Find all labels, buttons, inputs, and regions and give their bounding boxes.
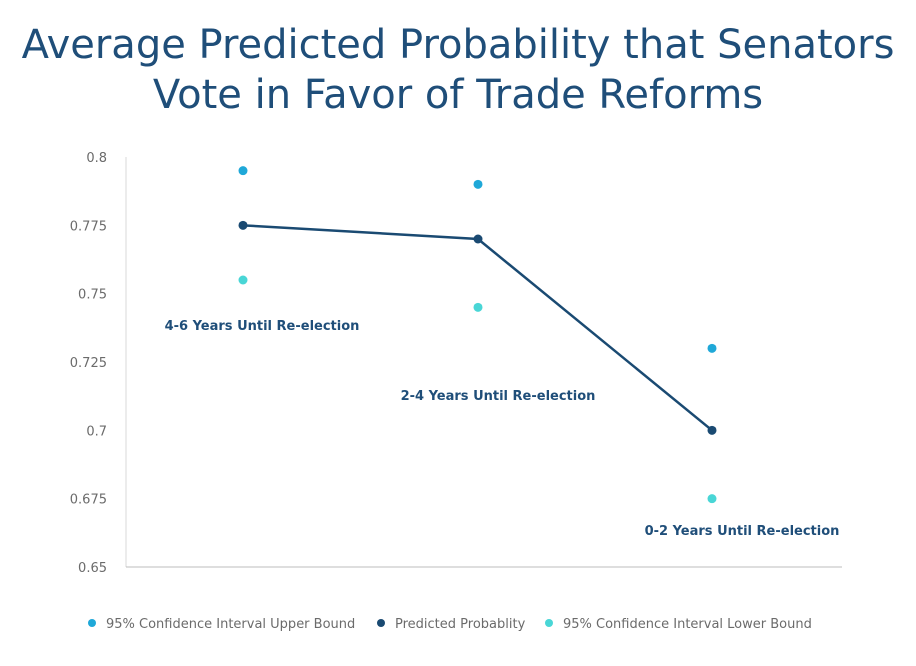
category-label: 2-4 Years Until Re-election [401, 389, 596, 404]
legend: 95% Confidence Interval Upper Bound Predi… [88, 617, 812, 632]
data-point [238, 275, 248, 285]
data-points [238, 166, 717, 504]
data-point [707, 343, 717, 353]
legend-label: 95% Confidence Interval Upper Bound [106, 617, 355, 632]
y-tick-label: 0.7 [86, 424, 107, 439]
data-point [707, 494, 717, 504]
data-point [238, 166, 248, 176]
category-label: 0-2 Years Until Re-election [645, 524, 840, 539]
y-tick-label: 0.775 [70, 219, 107, 234]
data-point [707, 425, 717, 435]
data-point [473, 179, 483, 189]
category-labels: 4-6 Years Until Re-election 2-4 Years Unt… [165, 319, 840, 539]
y-tick-label: 0.8 [86, 151, 107, 166]
legend-marker [88, 619, 96, 627]
category-label: 4-6 Years Until Re-election [165, 319, 360, 334]
legend-label: 95% Confidence Interval Lower Bound [563, 617, 812, 632]
y-tick-label: 0.725 [70, 356, 107, 371]
y-tick-label: 0.75 [78, 288, 107, 303]
data-point [473, 302, 483, 312]
data-point [238, 220, 248, 230]
legend-label: Predicted Probablity [395, 617, 526, 632]
y-axis: 0.8 0.775 0.75 0.725 0.7 0.675 0.65 [70, 151, 127, 576]
data-point [473, 234, 483, 244]
chart-title: Average Predicted Probability that Senat… [21, 22, 895, 118]
y-tick-label: 0.675 [70, 493, 107, 508]
legend-marker [545, 619, 553, 627]
y-tick-label: 0.65 [78, 561, 107, 576]
legend-marker [377, 619, 385, 627]
